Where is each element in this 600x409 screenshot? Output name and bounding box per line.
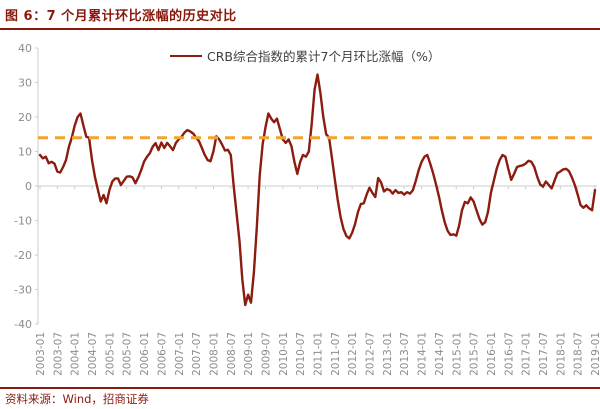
x-tick-label: 2015-07	[469, 332, 481, 376]
x-tick-label: 2011-07	[330, 332, 342, 376]
x-tick-label: 2012-07	[365, 332, 377, 376]
x-tick-label: 2010-01	[278, 332, 290, 376]
legend-line-marker-icon	[170, 54, 202, 57]
x-tick-label: 2003-01	[35, 332, 47, 376]
x-tick-label: 2011-01	[313, 332, 325, 376]
x-tick-label: 2005-07	[122, 332, 134, 376]
x-tick-label: 2012-01	[347, 332, 359, 376]
footer-rule	[0, 387, 600, 389]
x-tick-label: 2007-07	[191, 332, 203, 376]
y-tick-label: -20	[14, 249, 32, 262]
x-tick-label: 2009-07	[260, 332, 272, 376]
y-tick-label: 0	[25, 180, 32, 193]
x-tick-label: 2010-07	[295, 332, 307, 376]
x-tick-label: 2018-07	[573, 332, 585, 376]
x-tick-label: 2006-01	[139, 332, 151, 376]
x-tick-label: 2004-01	[70, 332, 82, 376]
x-tick-label: 2013-07	[399, 332, 411, 376]
x-tick-label: 2019-01	[590, 332, 600, 376]
y-tick-label: 40	[18, 42, 32, 55]
x-tick-label: 2003-07	[52, 332, 64, 376]
y-tick-label: 30	[18, 76, 32, 89]
x-tick-label: 2006-07	[156, 332, 168, 376]
x-tick-label: 2015-01	[451, 332, 463, 376]
y-tick-label: -30	[14, 283, 32, 296]
legend: CRB综合指数的累计7个月环比涨幅（%）	[170, 46, 440, 65]
x-tick-label: 2013-01	[382, 332, 394, 376]
data-series-line	[38, 73, 597, 307]
title-rule	[0, 28, 600, 30]
x-tick-label: 2008-01	[208, 332, 220, 376]
y-axis: 40 30 20 10 0 -10 -20 -30 -40	[14, 42, 39, 331]
x-tick-label: 2014-07	[434, 332, 446, 376]
y-tick-label: -40	[14, 318, 32, 331]
source-note: 资料来源：Wind，招商证券	[5, 392, 149, 406]
x-tick-label: 2017-07	[538, 332, 550, 376]
line-chart: 40 30 20 10 0 -10 -20 -30 -40 2003-01 2003-07 2004-…	[0, 30, 600, 382]
x-tick-label: 2014-01	[417, 332, 429, 376]
x-tick-label: 2007-01	[174, 332, 186, 376]
x-tick-label: 2005-01	[104, 332, 116, 376]
x-tick-label: 2004-07	[87, 332, 99, 376]
x-tick-label: 2016-07	[503, 332, 515, 376]
x-tick-label: 2008-07	[226, 332, 238, 376]
x-tick-label: 2017-01	[521, 332, 533, 376]
x-tick-label: 2009-01	[243, 332, 255, 376]
legend-label: CRB综合指数的累计7个月环比涨幅（%）	[207, 49, 441, 64]
y-tick-label: -10	[14, 214, 32, 227]
x-tick-label: 2016-01	[486, 332, 498, 376]
y-tick-label: 10	[18, 145, 32, 158]
y-tick-label: 20	[18, 111, 32, 124]
chart-title: 图 6：7 个月累计环比涨幅的历史对比	[5, 9, 237, 24]
x-tick-label: 2018-01	[555, 332, 567, 376]
x-axis: 2003-01 2003-07 2004-01 2004-07 2005-01 2005-…	[35, 185, 600, 376]
